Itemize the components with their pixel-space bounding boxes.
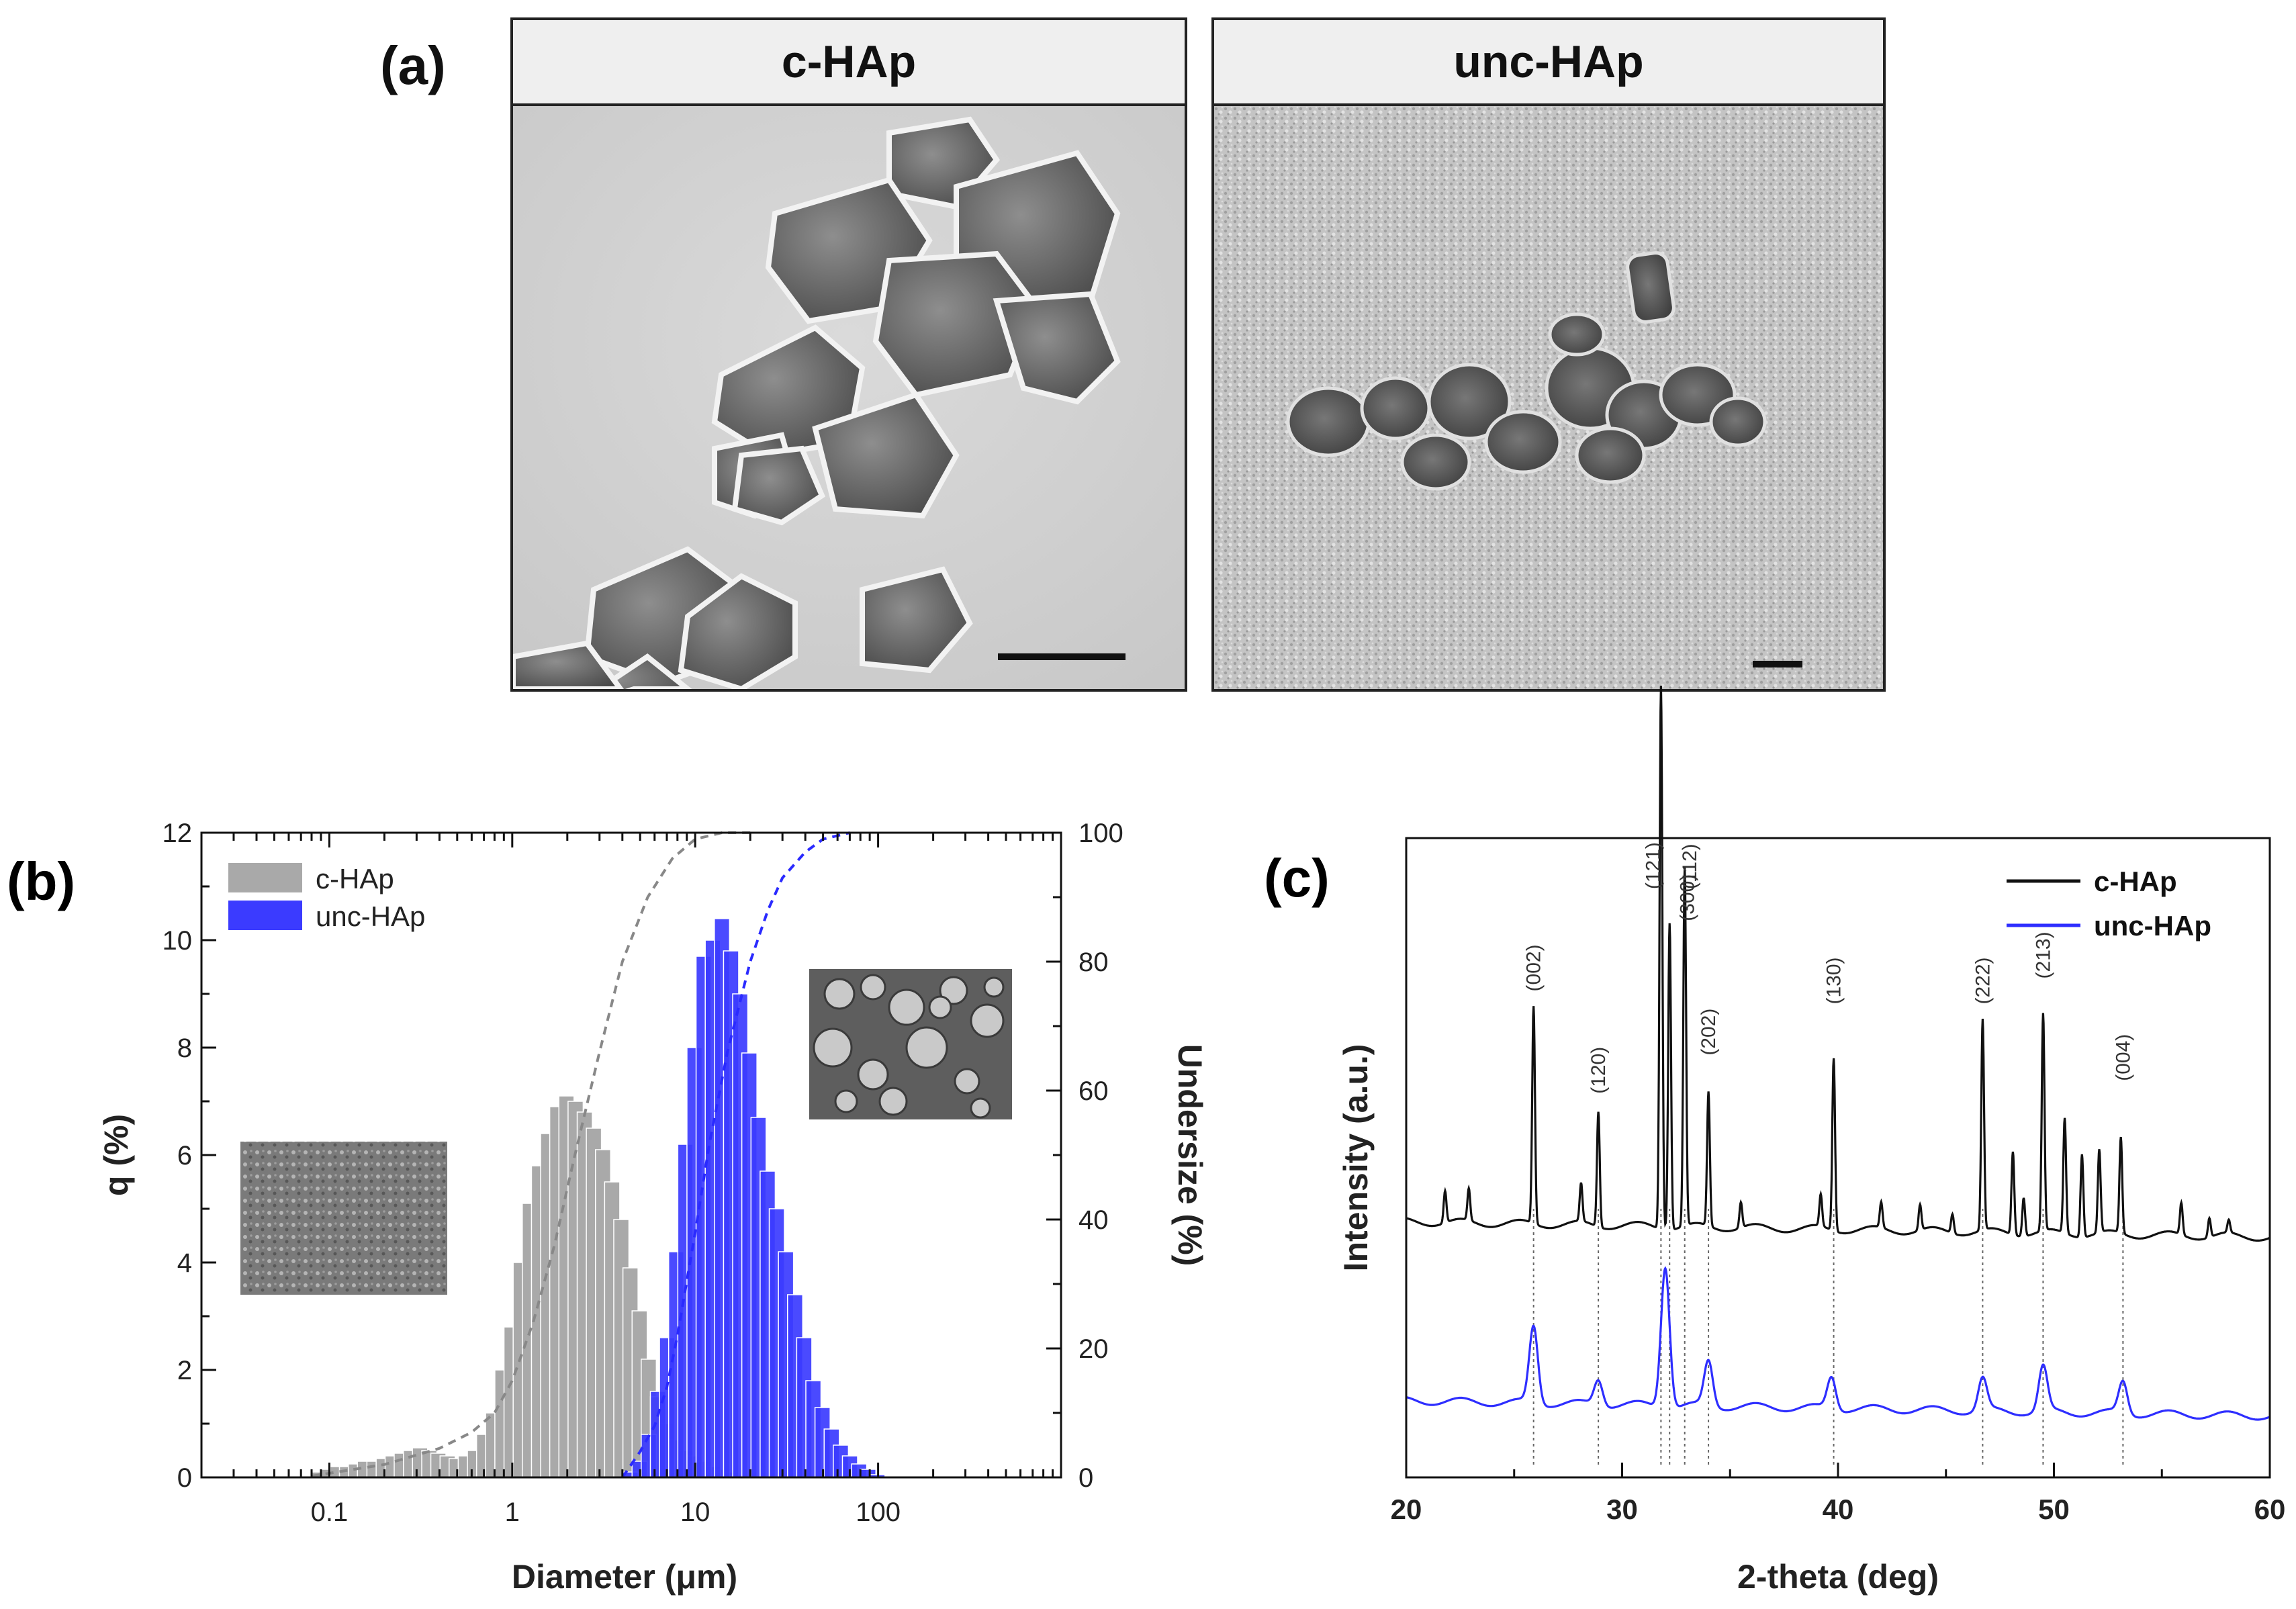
peak-label: (213) <box>2032 931 2054 978</box>
x-tick-label-b: 1 <box>505 1498 520 1527</box>
peak-label: (300) <box>1677 874 1699 921</box>
peak-label: (130) <box>1823 957 1845 1004</box>
peak-label: (112) <box>1679 843 1701 889</box>
y-tick-label-b: 6 <box>177 1141 192 1170</box>
y-tick-label-b: 4 <box>177 1248 192 1278</box>
legend-label-b: unc-HAp <box>316 901 425 932</box>
y-tick-label-b: 10 <box>163 926 193 956</box>
legend-label-b: c-HAp <box>316 863 394 894</box>
xrd-pattern-unc-hap <box>1406 1266 2270 1421</box>
y-tick-label-b: 0 <box>177 1463 192 1493</box>
sem-particle <box>834 1089 858 1113</box>
legend-swatch-b <box>228 901 302 930</box>
xrd-pattern-c-hap <box>1406 686 2270 1242</box>
panel-a-label: (a) <box>380 36 446 95</box>
sem-particle <box>857 1058 889 1091</box>
y-tick-label-b: 2 <box>177 1356 192 1385</box>
legend-swatch-b <box>228 863 302 892</box>
sem-particle <box>970 1003 1005 1038</box>
tem-title-c-hap: c-HAp <box>513 20 1185 106</box>
x-tick-label-b: 10 <box>680 1498 710 1527</box>
peak-label: (120) <box>1588 1047 1610 1094</box>
x-tick-label-c: 30 <box>1606 1493 1638 1525</box>
legend-label-c: c-HAp <box>2094 866 2177 897</box>
sem-particle <box>928 995 952 1019</box>
peak-label: (002) <box>1523 944 1545 991</box>
x-tick-label-c: 20 <box>1391 1493 1422 1525</box>
y-right-tick-label-b: 40 <box>1078 1205 1109 1235</box>
sem-particle <box>823 978 856 1010</box>
sem-particle <box>939 976 968 1005</box>
peak-label: (222) <box>1972 957 1994 1004</box>
peak-label: (121) <box>1642 842 1664 889</box>
y-right-tick-label-b: 80 <box>1078 948 1109 977</box>
peak-label: (004) <box>2112 1034 2134 1081</box>
y-right-tick-label-b: 60 <box>1078 1076 1109 1106</box>
x-axis-label-b: Diameter (μm) <box>512 1558 737 1596</box>
tem-micrograph-c-hap <box>513 106 1185 689</box>
x-tick-label-b: 0.1 <box>311 1498 349 1527</box>
x-tick-label-c: 60 <box>2254 1493 2286 1525</box>
y-tick-label-b: 8 <box>177 1033 192 1063</box>
sem-particle <box>888 989 925 1026</box>
panel-c-label: (c) <box>1264 848 1330 908</box>
sem-inset-c-hap <box>240 1142 447 1295</box>
y-right-tick-label-b: 100 <box>1078 819 1123 848</box>
y-right-tick-label-b: 0 <box>1078 1463 1093 1493</box>
peak-label: (202) <box>1698 1009 1720 1056</box>
y-axis-label-c: Intensity (a.u.) <box>1337 1044 1375 1272</box>
legend-label-c: unc-HAp <box>2094 910 2211 941</box>
sem-particle <box>878 1087 908 1116</box>
y-tick-label-b: 12 <box>163 819 193 848</box>
x-tick-label-b: 100 <box>856 1498 901 1527</box>
y-right-tick-label-b: 20 <box>1078 1334 1109 1364</box>
y-axis-label-b: q (%) <box>97 1114 135 1196</box>
sem-particle <box>970 1097 991 1119</box>
panel-b-label: (b) <box>7 852 75 911</box>
sem-particle <box>860 974 886 1001</box>
tem-micrograph-unc-hap <box>1214 106 1883 689</box>
sem-inset-unc-hap <box>809 969 1012 1119</box>
sem-particle <box>983 976 1005 998</box>
y-right-axis-label-b: Undersize (%) <box>1171 1044 1209 1267</box>
chart-b-particle-size: (b) 0.1 1 10 100 0 2 4 6 8 10 12 0 20 40 60 80 100 Diamete… <box>7 819 1209 1596</box>
tem-title-unc-hap: unc-HAp <box>1214 20 1883 106</box>
cumulative-curve-unc-hap <box>621 831 850 1479</box>
cumulative-curve-c-hap <box>311 831 751 1478</box>
x-axis-label-c: 2-theta (deg) <box>1737 1558 1939 1596</box>
x-tick-label-c: 40 <box>1823 1493 1854 1525</box>
sem-particle <box>813 1027 853 1068</box>
sem-particle <box>954 1068 980 1095</box>
x-tick-label-c: 50 <box>2038 1493 2070 1525</box>
tem-image-c-hap: c-HAp <box>510 17 1187 692</box>
sem-particle <box>905 1026 948 1069</box>
tem-image-unc-hap: unc-HAp <box>1211 17 1886 692</box>
